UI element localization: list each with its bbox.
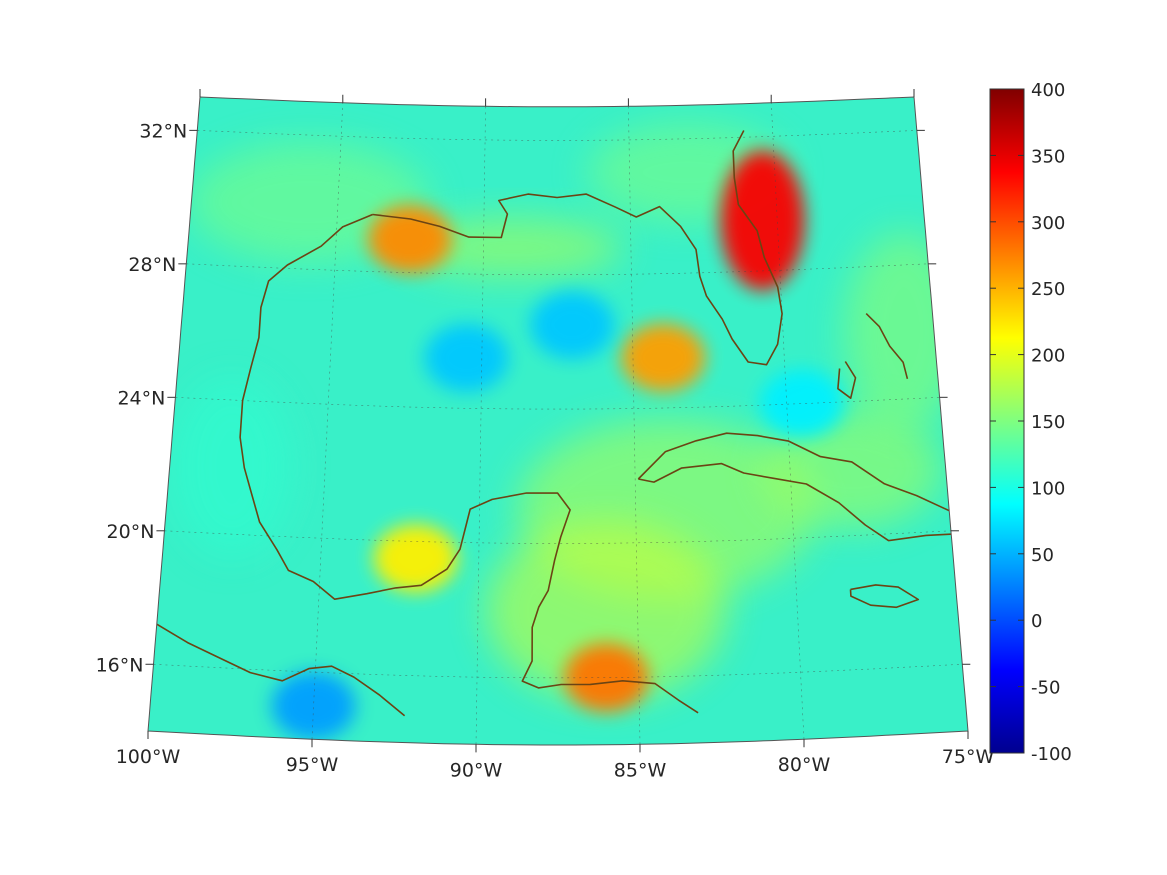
lon-label: 75°W — [942, 746, 995, 768]
field-feature — [367, 205, 452, 274]
colorbar: 400 350 300 250 200 150 100 50 0 -50 -100 — [989, 80, 1072, 765]
field-feature — [760, 369, 845, 438]
colorbar-tick-label: 150 — [1031, 412, 1065, 433]
graticule — [153, 102, 963, 745]
colorbar-tick-label: 350 — [1031, 146, 1065, 167]
field-feature — [271, 671, 356, 740]
lon-label: 95°W — [286, 754, 339, 776]
colorbar-tick-label: -50 — [1031, 678, 1060, 699]
field-feature — [373, 524, 458, 593]
lon-label: 85°W — [614, 759, 667, 781]
lat-label: 32°N — [139, 120, 187, 142]
colorbar-tick-label: 100 — [1031, 478, 1065, 499]
colorbar-tick-label: 300 — [1031, 213, 1065, 234]
lat-label: 16°N — [96, 654, 144, 676]
axis-labels: 100°W 95°W 90°W 85°W 80°W 75°W 32°N 28°N 24°N 20°… — [96, 120, 995, 781]
field-feature — [530, 291, 615, 360]
lon-label: 100°W — [116, 746, 181, 768]
coastline — [239, 213, 699, 714]
lon-label: 90°W — [450, 759, 503, 781]
lat-label: 24°N — [117, 387, 165, 409]
field-feature — [720, 150, 805, 291]
coastline — [372, 130, 783, 366]
coastlines — [156, 130, 968, 717]
lon-label: 80°W — [778, 754, 831, 776]
coastline — [837, 361, 857, 399]
field-feature — [424, 323, 509, 392]
map-area — [148, 97, 968, 745]
colorbar-tick-label: -100 — [1031, 744, 1072, 765]
lat-label: 28°N — [128, 254, 176, 276]
colorbar-ticks: 400 350 300 250 200 150 100 50 0 -50 -100 — [990, 80, 1072, 765]
colorbar-tick-label: 0 — [1031, 611, 1042, 632]
colorbar-tick-label: 200 — [1031, 346, 1065, 367]
colorbar-tick-label: 400 — [1031, 80, 1065, 101]
field-feature — [564, 643, 649, 712]
lat-label: 20°N — [107, 521, 155, 543]
coastline — [865, 313, 909, 380]
field-feature — [621, 323, 706, 392]
frame-ticks — [145, 89, 971, 753]
colorbar-tick-label: 250 — [1031, 279, 1065, 300]
coastline — [849, 584, 920, 609]
coastline — [156, 623, 406, 717]
colorbar-tick-label: 50 — [1031, 545, 1054, 566]
